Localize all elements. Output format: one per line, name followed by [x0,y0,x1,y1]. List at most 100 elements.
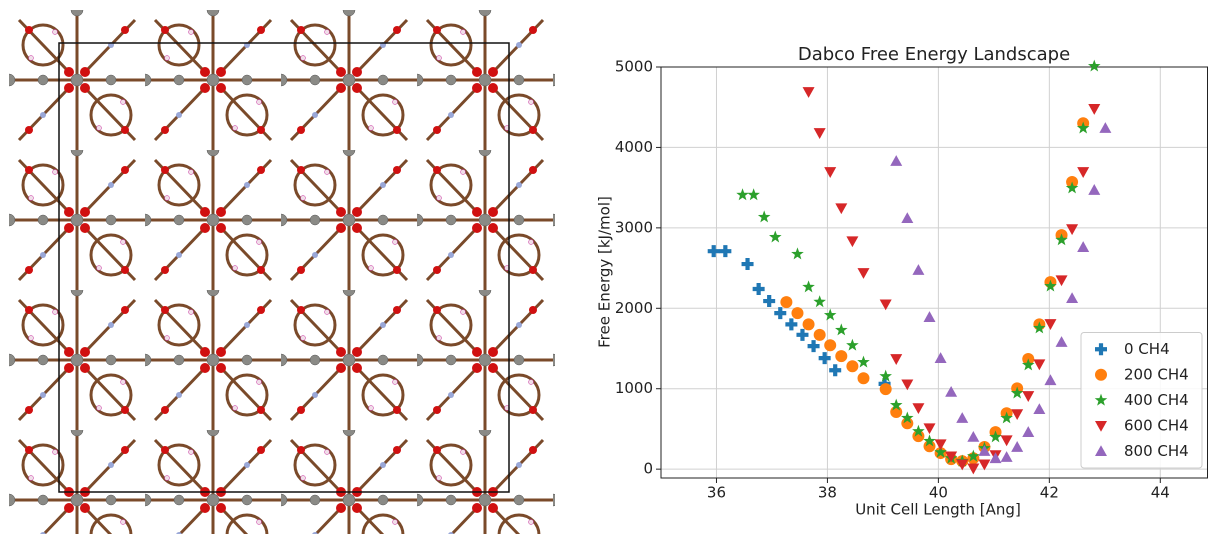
data-point [1087,59,1101,72]
data-point [707,245,720,258]
data-point [1055,275,1068,287]
data-point [824,339,837,352]
data-point [923,440,936,453]
data-point [796,328,809,341]
series [736,59,1101,467]
x-axis-label: Unit Cell Length [Ang] [855,501,1021,519]
data-point [823,308,837,321]
data-point [945,385,958,397]
data-point [934,352,947,363]
data-point [967,463,980,475]
data-point [1011,441,1024,452]
legend-marker [1095,343,1107,356]
y-tick-label: 1000 [615,379,653,397]
data-point [901,379,914,391]
data-point [736,188,749,201]
data-point [802,318,815,331]
y-tick-label: 5000 [615,58,653,76]
legend-marker [1095,420,1107,432]
y-axis-label: Free Energy [kJ/mol] [596,196,614,348]
data-point [1055,336,1068,347]
data-point [879,299,892,311]
legend-marker [1094,393,1108,406]
data-point [879,383,892,396]
data-point [956,412,969,423]
data-point [813,295,826,308]
data-point [818,352,831,365]
chart: Dabco Free Energy Landscape Unit Cell Le… [596,44,1208,519]
y-tick-label: 4000 [615,138,653,156]
data-point [785,318,798,331]
data-point [912,264,925,275]
data-point [1033,321,1046,334]
x-tick-label: 38 [818,484,837,502]
data-point [1088,184,1101,195]
data-point [923,311,936,322]
data-point [1077,241,1090,252]
data-point [791,307,804,320]
data-point [889,398,903,411]
data-point [978,445,991,456]
legend: 0 CH4 200 CH4 400 CH4 600 CH4 800 CH4 [1080,332,1203,469]
series [890,122,1112,464]
data-point [1088,104,1101,115]
legend-label: 0 CH4 [1124,340,1170,358]
data-point [1022,426,1035,437]
x-tick-label: 40 [929,484,948,502]
data-point [879,369,892,382]
data-point [1066,292,1079,304]
data-point [1022,391,1035,402]
data-point [967,449,980,462]
data-point [719,245,732,258]
data-point [901,411,914,424]
data-point [1000,451,1013,462]
legend-marker [1095,445,1107,457]
data-point [835,323,848,336]
data-point [1099,122,1112,133]
data-point [1000,411,1013,424]
data-point [978,459,991,471]
data-point [1000,435,1013,447]
data-point [901,417,914,430]
data-point [807,340,820,353]
legend-box [1080,332,1203,469]
legend-label: 600 CH4 [1124,416,1189,434]
data-point [780,296,793,309]
data-point [1011,409,1024,421]
legend-label: 800 CH4 [1124,442,1189,460]
data-point [824,167,837,178]
data-point [934,445,947,458]
data-point [1044,374,1057,386]
data-point [757,210,771,223]
data-point [813,328,826,341]
legend-marker [1095,368,1107,381]
data-point [752,282,765,295]
data-point [835,350,848,363]
data-point [857,372,870,385]
data-point [1021,358,1035,371]
data-point [1055,233,1068,246]
data-point [1010,386,1024,399]
data-point [741,258,754,271]
data-point [774,307,787,320]
data-point [791,247,804,260]
data-point [912,430,925,443]
x-tick-label: 44 [1151,484,1170,502]
data-point [912,424,925,437]
data-point [956,459,969,471]
data-point [747,188,760,201]
data-point [857,355,870,368]
chart-title: Dabco Free Energy Landscape [798,44,1070,65]
y-tick-label: 2000 [615,299,653,317]
x-tick-label: 42 [1040,484,1059,502]
data-point [769,230,782,243]
data-point [989,452,1002,464]
data-point [1033,359,1046,371]
data-point [857,268,870,279]
data-point [945,451,958,463]
data-point [846,338,859,351]
series [802,87,1101,475]
data-point [1044,279,1057,292]
molecular-structure-image [9,10,555,534]
